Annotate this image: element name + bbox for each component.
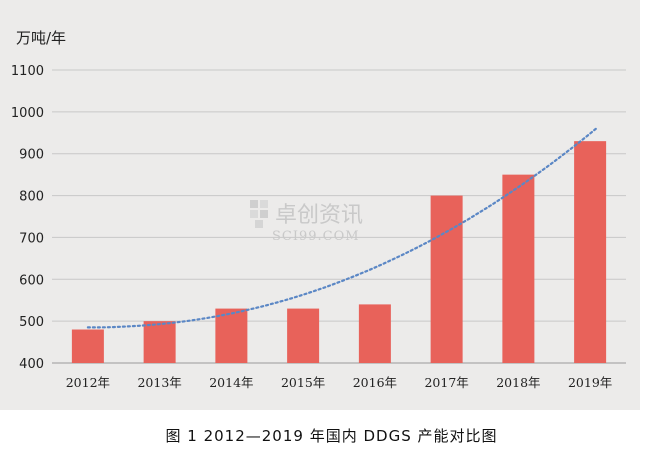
bars <box>71 141 607 363</box>
watermark-logo-icon <box>250 200 268 228</box>
figure-caption: 图 1 2012—2019 年国内 DDGS 产能对比图 <box>165 427 498 445</box>
bar <box>358 304 391 363</box>
y-tick-label: 500 <box>19 315 44 330</box>
y-tick-label: 700 <box>19 231 44 246</box>
bar <box>502 174 535 363</box>
y-unit-label: 万吨/年 <box>16 29 66 47</box>
y-tick-label: 800 <box>19 190 44 205</box>
bar <box>71 329 104 363</box>
y-tick-label: 1000 <box>11 106 44 121</box>
x-tick-label: 2015年 <box>281 375 325 390</box>
x-axis-ticks: 2012年 2013年 2014年 2015年 2016年 2017年 2018年 2019年 <box>66 375 613 390</box>
y-tick-label: 1100 <box>11 64 44 79</box>
ddgs-capacity-chart: 万吨/年 卓创资讯 SCI99.COM 400 500 600 700 800 900 10… <box>11 29 626 390</box>
y-tick-label: 900 <box>19 148 44 163</box>
x-tick-label: 2018年 <box>496 375 540 390</box>
x-tick-label: 2014年 <box>209 375 253 390</box>
watermark: 卓创资讯 SCI99.COM <box>250 200 363 244</box>
trendline-path <box>86 127 598 329</box>
trendline <box>86 127 598 329</box>
x-tick-label: 2019年 <box>568 375 612 390</box>
x-tick-label: 2012年 <box>66 375 110 390</box>
y-axis-ticks: 400 500 600 700 800 900 1000 1100 <box>11 64 44 372</box>
x-tick-label: 2016年 <box>353 375 397 390</box>
x-tick-label: 2013年 <box>137 375 181 390</box>
bar <box>143 321 176 363</box>
chart-panel: 万吨/年 卓创资讯 SCI99.COM 400 500 600 700 800 900 10… <box>0 0 640 410</box>
bar <box>430 195 463 363</box>
x-tick-label: 2017年 <box>424 375 468 390</box>
bar <box>215 308 248 363</box>
watermark-site: SCI99.COM <box>272 229 360 244</box>
y-tick-label: 400 <box>19 357 44 372</box>
bar <box>574 141 607 363</box>
y-tick-label: 600 <box>19 273 44 288</box>
bar <box>287 308 320 363</box>
watermark-brand: 卓创资讯 <box>275 203 363 228</box>
